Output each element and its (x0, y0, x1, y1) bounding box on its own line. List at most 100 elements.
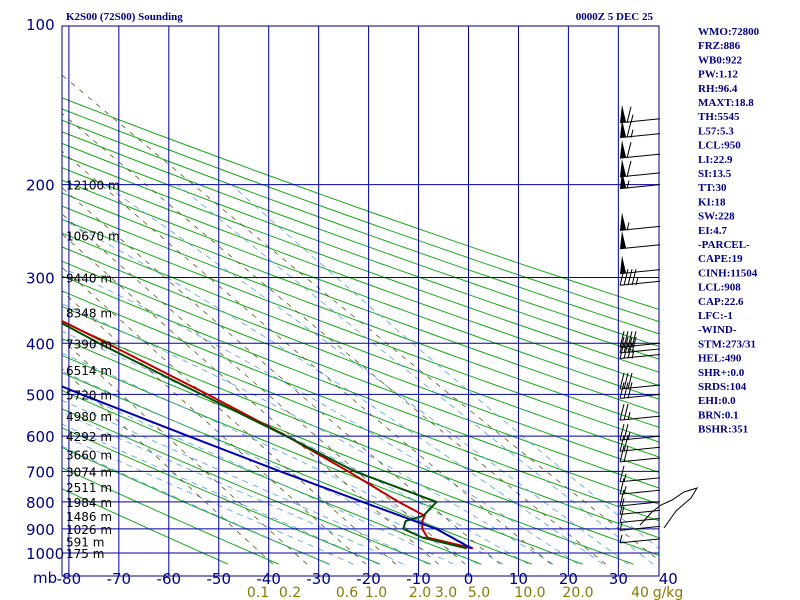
height-label: 7390 m (66, 337, 112, 351)
height-label: 1984 m (66, 496, 112, 510)
index-item: KI:18 (698, 196, 726, 208)
index-item: TH:5545 (698, 111, 740, 123)
height-label: 2511 m (66, 481, 112, 495)
mixing-ratio-line (62, 290, 367, 565)
height-labels: 12100 m 10670 m 9440 m 8348 m 7390 m 6514 m 57… (66, 179, 120, 561)
index-item: WB0:922 (698, 54, 743, 66)
moist-adiabat (62, 423, 379, 565)
mixing-ratio-label: 10.0 (514, 585, 545, 600)
height-label: 1486 m (66, 510, 112, 524)
temperature-tick-label: 40 (659, 570, 678, 588)
pressure-tick-label: 500 (26, 386, 55, 404)
index-item: LI:22.9 (698, 154, 733, 166)
dry-adiabat (62, 488, 229, 565)
height-label: 5720 m (66, 388, 112, 402)
mixing-ratio-label: 1.0 (365, 585, 387, 600)
pressure-tick-label: 900 (26, 521, 55, 539)
dry-adiabat (62, 408, 432, 565)
dry-adiabat (62, 290, 659, 522)
height-label: 3660 m (66, 448, 112, 462)
pressure-tick-label: 1000 (26, 545, 64, 563)
mixing-ratio-line (62, 233, 439, 565)
index-item: LCL:908 (698, 282, 741, 294)
moist-adiabat (62, 267, 579, 565)
temperature-tick-label: -70 (107, 570, 132, 588)
wind-barb (619, 119, 661, 139)
height-label: 175 m (66, 547, 104, 561)
temperature-tick-label: -20 (356, 570, 381, 588)
height-label: 10670 m (66, 230, 120, 244)
height-label: 9440 m (66, 271, 112, 285)
temperature-tick-label: -80 (57, 570, 82, 588)
hodograph (639, 487, 699, 529)
dry-adiabat (62, 305, 659, 539)
temperature-tick-label: 20 (559, 570, 578, 588)
wind-barb (619, 522, 661, 531)
wind-barb (619, 489, 661, 507)
dry-adiabat (62, 179, 659, 400)
pressure-tick-label: 300 (26, 269, 55, 287)
wind-barb (619, 336, 661, 354)
wind-barb (619, 158, 661, 178)
moist-adiabat (103, 184, 629, 565)
pressure-ticks: 100 200 300 400 500 600 700 800 900 1000 (26, 16, 64, 563)
diagonal-grid (62, 74, 659, 565)
wind-barb (619, 534, 661, 544)
dry-adiabat (62, 246, 659, 473)
moist-adiabat (231, 184, 659, 550)
pressure-tick-label: 600 (26, 428, 55, 446)
plot-frame (61, 25, 660, 577)
wind-barb (619, 269, 661, 286)
index-item: CAPE:19 (698, 253, 743, 265)
pressure-tick-label: 400 (26, 335, 55, 353)
pressure-tick-label: 800 (26, 494, 55, 512)
mixing-ratio-line (62, 112, 607, 565)
height-label: 12100 m (66, 179, 120, 193)
moist-adiabat (62, 434, 354, 565)
dry-adiabat (62, 275, 659, 505)
height-label: 8348 m (66, 307, 112, 321)
temperature-ticks: -80 -70 -60 -50 -40 -30 -20 -10 0 10 20 30 40 (57, 570, 678, 588)
index-item: MAXT:18.8 (698, 97, 754, 109)
wind-barb (619, 465, 661, 483)
mixing-ratio-ticks: 0.1 0.2 0.6 1.0 2.0 3.0 5.0 10.0 20.0 40 g/kg (247, 585, 683, 600)
temperature-tick-label: -50 (207, 570, 232, 588)
height-label: 591 m (66, 535, 104, 549)
dry-adiabat (62, 354, 583, 565)
moist-adiabat (62, 412, 404, 565)
mixing-ratio-line (62, 368, 274, 565)
pressure-tick-label: 100 (26, 16, 55, 34)
valid-time: 0000Z 5 DEC 25 (576, 11, 654, 23)
moist-adiabat (62, 303, 554, 565)
index-item: L57:5.3 (698, 125, 734, 137)
index-item: SHR+:0.0 (698, 367, 745, 379)
index-item: LFC:-1 (698, 310, 733, 322)
pressure-unit-label: mb (33, 569, 57, 587)
height-label: 6514 m (66, 364, 112, 378)
temperature-tick-label: -40 (256, 570, 281, 588)
index-item: SI:13.5 (698, 168, 732, 180)
mixing-ratio-label: 40 (631, 585, 649, 600)
wind-barb (619, 506, 661, 523)
dry-adiabat (62, 97, 659, 311)
height-label: 4292 m (66, 430, 112, 444)
wind-barb (619, 230, 661, 250)
mixing-ratio-line (62, 74, 659, 561)
index-item: STM:273/31 (698, 338, 756, 350)
station-title: K2S00 (72S00) Sounding (66, 11, 183, 23)
dry-adiabat (62, 338, 634, 565)
index-item: BRN:0.1 (698, 409, 739, 421)
mixing-ratio-line (62, 339, 308, 565)
mixing-ratio-label: g/kg (653, 585, 684, 600)
dry-adiabat (62, 218, 659, 443)
orthogonal-grid (62, 26, 659, 576)
mixing-ratio-line (62, 266, 396, 565)
mixing-ratio-label: 0.2 (279, 585, 301, 600)
indices-panel: WMO:72800 FRZ:886 WB0:922 PW:1.12 RH:96.4 MAX… (698, 26, 760, 436)
dry-adiabat (62, 321, 659, 556)
mixing-ratio-label: 0.1 (247, 585, 269, 600)
index-item: -PARCEL- (698, 239, 750, 251)
moist-adiabat (62, 218, 604, 565)
index-item: HEL:490 (698, 353, 742, 365)
